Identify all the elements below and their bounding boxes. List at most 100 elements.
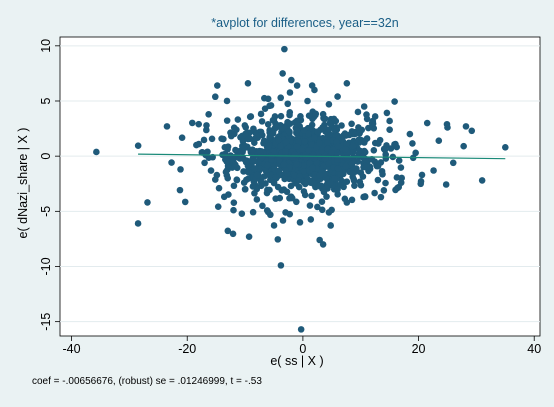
- data-point: [309, 164, 316, 172]
- data-point: [308, 141, 315, 149]
- data-point: [360, 103, 368, 110]
- data-point: [316, 236, 323, 244]
- data-point: [281, 45, 288, 53]
- data-point: [223, 117, 231, 124]
- data-point: [277, 112, 285, 120]
- data-point: [430, 167, 437, 174]
- data-point: [256, 147, 263, 155]
- data-point: [374, 162, 382, 170]
- data-point: [274, 236, 282, 243]
- data-point: [224, 174, 232, 182]
- data-point: [314, 128, 321, 135]
- data-point: [301, 191, 309, 199]
- data-point: [311, 173, 318, 181]
- data-point: [371, 113, 379, 120]
- data-point: [325, 126, 332, 133]
- data-point: [221, 144, 229, 151]
- data-point: [324, 139, 331, 146]
- data-point: [406, 130, 414, 138]
- data-point: [274, 183, 282, 191]
- data-point: [279, 217, 287, 224]
- data-point: [270, 222, 278, 229]
- y-axis-ticks: -15 -10 -5 0 5 10: [39, 39, 60, 331]
- data-point: [270, 179, 278, 187]
- data-point: [238, 210, 246, 217]
- data-point: [391, 98, 398, 105]
- data-point: [305, 112, 313, 120]
- data-point: [418, 171, 426, 179]
- data-point: [348, 120, 355, 128]
- x-axis-ticks: -40 -20 0 20 40: [63, 336, 541, 356]
- data-point: [395, 157, 403, 164]
- data-point: [334, 93, 341, 100]
- data-point: [305, 146, 313, 154]
- data-point: [319, 124, 326, 131]
- data-point: [306, 202, 314, 209]
- data-point: [277, 142, 284, 150]
- data-point: [293, 160, 300, 168]
- data-point: [382, 155, 390, 162]
- data-point: [251, 157, 258, 165]
- data-point: [374, 176, 382, 184]
- data-point: [223, 97, 231, 105]
- data-point: [200, 136, 208, 144]
- data-point: [376, 136, 384, 144]
- data-point: [358, 126, 366, 134]
- data-point: [349, 142, 357, 150]
- data-point: [363, 163, 370, 171]
- data-point: [243, 176, 250, 184]
- y-tick-label: 10: [39, 39, 53, 53]
- data-point: [341, 130, 349, 137]
- data-point: [251, 165, 259, 172]
- data-point: [188, 119, 196, 127]
- data-point: [275, 167, 283, 175]
- data-point: [343, 199, 351, 206]
- data-point: [397, 179, 405, 186]
- data-point: [230, 182, 238, 190]
- data-point: [334, 165, 342, 172]
- data-point: [250, 125, 257, 133]
- data-point: [282, 148, 289, 155]
- data-point: [319, 241, 327, 248]
- y-tick-label: 5: [39, 97, 53, 104]
- data-point: [223, 158, 230, 165]
- data-point: [325, 101, 333, 108]
- data-point: [300, 162, 307, 169]
- data-point: [460, 142, 467, 150]
- data-point: [409, 140, 416, 147]
- data-point: [296, 219, 304, 226]
- data-point: [306, 159, 314, 167]
- data-point: [253, 132, 260, 140]
- data-point: [316, 182, 324, 190]
- fit-line: [138, 153, 506, 160]
- data-point: [286, 89, 294, 96]
- data-point: [502, 144, 509, 151]
- x-axis-label: e( ss | X ): [270, 354, 323, 368]
- data-point: [178, 134, 186, 142]
- data-point: [316, 171, 324, 179]
- data-point: [233, 176, 241, 184]
- regression-note: coef = -.00656676, (robust) se = .012469…: [32, 376, 262, 387]
- data-point: [321, 170, 329, 178]
- data-point: [312, 110, 320, 118]
- x-tick-label: -20: [178, 342, 196, 356]
- data-point: [242, 130, 249, 138]
- data-point: [341, 145, 349, 153]
- gridlines: [60, 45, 540, 323]
- data-point: [293, 143, 301, 150]
- data-point: [259, 202, 266, 210]
- data-point: [386, 117, 393, 125]
- data-point: [318, 198, 326, 205]
- data-point: [380, 187, 388, 194]
- data-point: [314, 203, 321, 211]
- data-point: [229, 230, 237, 238]
- y-tick-label: 0: [39, 153, 53, 160]
- data-point: [266, 186, 273, 194]
- data-point: [270, 116, 278, 124]
- data-point: [278, 125, 286, 132]
- chart-title: *avplot for differences, year==32n: [211, 16, 398, 30]
- data-point: [338, 122, 345, 129]
- data-point: [214, 82, 221, 89]
- data-point: [221, 150, 229, 158]
- data-point: [318, 206, 326, 214]
